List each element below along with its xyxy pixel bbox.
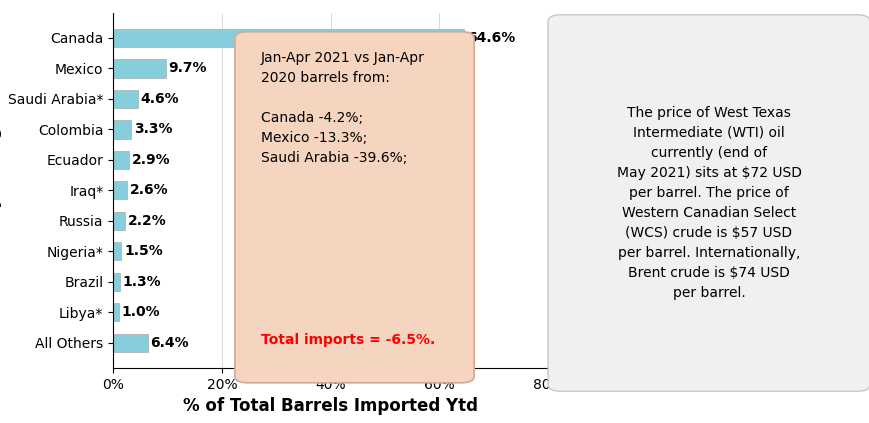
Text: 9.7%: 9.7% xyxy=(169,61,207,75)
Bar xyxy=(113,273,120,291)
Text: 2.2%: 2.2% xyxy=(128,214,166,228)
Text: 3.3%: 3.3% xyxy=(134,122,172,136)
Text: 64.6%: 64.6% xyxy=(467,31,514,45)
Text: Total imports = -6.5%.: Total imports = -6.5%. xyxy=(261,333,434,347)
Text: Jan-Apr 2021 vs Jan-Apr
2020 barrels from:

Canada -4.2%;
Mexico -13.3%;
Saudi A: Jan-Apr 2021 vs Jan-Apr 2020 barrels fro… xyxy=(261,51,424,165)
Text: 1.3%: 1.3% xyxy=(123,275,162,289)
Bar xyxy=(113,212,125,230)
Bar xyxy=(113,303,118,321)
Text: 2.9%: 2.9% xyxy=(131,153,170,167)
Text: 6.4%: 6.4% xyxy=(150,336,189,350)
Bar xyxy=(113,90,138,108)
Bar xyxy=(113,29,464,47)
Bar xyxy=(113,242,121,261)
Text: 2.6%: 2.6% xyxy=(129,183,169,198)
Bar xyxy=(113,181,127,200)
Bar xyxy=(113,120,131,139)
Y-axis label: Country of Origin: Country of Origin xyxy=(0,110,3,271)
Text: 1.5%: 1.5% xyxy=(124,244,163,258)
X-axis label: % of Total Barrels Imported Ytd: % of Total Barrels Imported Ytd xyxy=(182,397,478,415)
Bar xyxy=(113,334,148,352)
Text: 1.0%: 1.0% xyxy=(121,305,160,319)
Bar xyxy=(113,59,166,77)
Bar xyxy=(113,151,129,169)
Text: The price of West Texas
Intermediate (WTI) oil
currently (end of
May 2021) sits : The price of West Texas Intermediate (WT… xyxy=(616,106,800,300)
Text: 4.6%: 4.6% xyxy=(141,92,179,106)
